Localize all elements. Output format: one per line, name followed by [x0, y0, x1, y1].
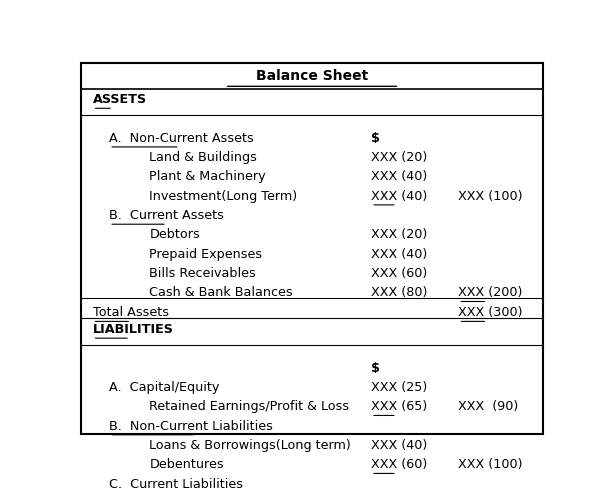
Text: Loans & Borrowings(Long term): Loans & Borrowings(Long term): [149, 439, 351, 452]
Text: ASSETS: ASSETS: [93, 93, 147, 106]
Text: $: $: [371, 132, 380, 145]
Text: Debtors: Debtors: [149, 228, 200, 241]
Text: Prepaid Expenses: Prepaid Expenses: [149, 247, 262, 261]
Text: XXX (100): XXX (100): [459, 190, 523, 203]
Text: LIABILITIES: LIABILITIES: [93, 323, 174, 336]
Text: Plant & Machinery: Plant & Machinery: [149, 170, 266, 184]
Text: B.  Current Assets: B. Current Assets: [109, 209, 224, 222]
FancyBboxPatch shape: [81, 63, 543, 434]
Text: XXX (25): XXX (25): [371, 381, 428, 394]
Text: XXX (40): XXX (40): [371, 247, 428, 261]
Text: XXX (40): XXX (40): [371, 170, 428, 184]
Text: XXX (60): XXX (60): [371, 458, 428, 471]
Text: XXX (40): XXX (40): [371, 190, 428, 203]
Text: Balance Sheet: Balance Sheet: [256, 69, 368, 83]
Text: Investment(Long Term): Investment(Long Term): [149, 190, 297, 203]
Text: Total Assets: Total Assets: [93, 306, 169, 319]
Text: Retained Earnings/Profit & Loss: Retained Earnings/Profit & Loss: [149, 400, 350, 413]
Text: XXX (20): XXX (20): [371, 228, 428, 241]
Text: XXX (80): XXX (80): [371, 286, 428, 299]
Text: C.  Current Liabilities: C. Current Liabilities: [109, 478, 243, 491]
Text: XXX (60): XXX (60): [371, 267, 428, 280]
Text: Cash & Bank Balances: Cash & Bank Balances: [149, 286, 293, 299]
Text: XXX (100): XXX (100): [459, 458, 523, 471]
Text: A.  Capital/Equity: A. Capital/Equity: [109, 381, 219, 394]
Text: A.  Non-Current Assets: A. Non-Current Assets: [109, 132, 254, 145]
Text: Land & Buildings: Land & Buildings: [149, 151, 257, 164]
Text: XXX (200): XXX (200): [459, 286, 523, 299]
Text: XXX (40): XXX (40): [371, 439, 428, 452]
Text: B.  Non-Current Liabilities: B. Non-Current Liabilities: [109, 420, 273, 432]
Text: Debentures: Debentures: [149, 458, 224, 471]
Text: XXX (20): XXX (20): [371, 151, 428, 164]
Text: Bills Receivables: Bills Receivables: [149, 267, 256, 280]
Text: $: $: [371, 362, 380, 374]
Text: XXX (65): XXX (65): [371, 400, 428, 413]
Text: XXX (300): XXX (300): [459, 306, 523, 319]
Text: XXX  (90): XXX (90): [459, 400, 519, 413]
